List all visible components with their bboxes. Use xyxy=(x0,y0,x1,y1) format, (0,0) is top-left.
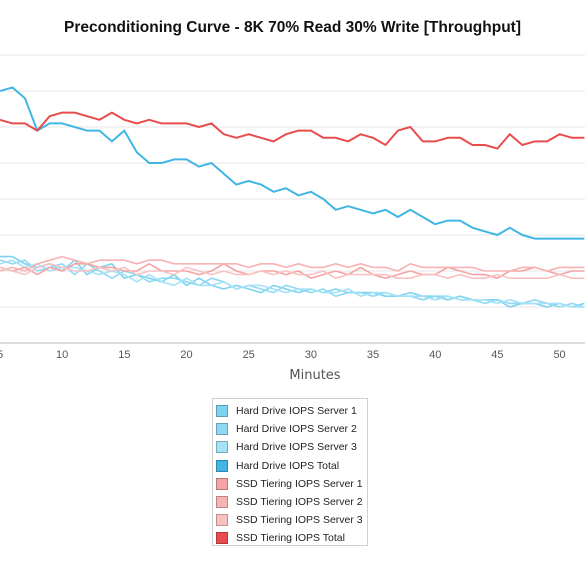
series-line-4 xyxy=(0,86,585,240)
legend-label: SSD Tiering IOPS Total xyxy=(236,532,345,545)
x-tick-label: 40 xyxy=(429,349,441,361)
series-line-8 xyxy=(0,111,585,150)
legend-item[interactable]: SSD Tiering IOPS Total xyxy=(216,529,367,547)
x-tick-label: 35 xyxy=(367,349,379,361)
legend-label: Hard Drive IOPS Server 3 xyxy=(236,441,357,454)
x-tick-label: 45 xyxy=(491,349,503,361)
series-line-3 xyxy=(0,259,585,308)
legend-swatch xyxy=(216,477,228,490)
x-tick-label: 5 xyxy=(0,349,3,361)
legend-label: Hard Drive IOPS Total xyxy=(236,459,340,472)
legend-item[interactable]: SSD Tiering IOPS Server 3 xyxy=(216,511,367,529)
series-lines xyxy=(0,86,585,308)
legend-item[interactable]: Hard Drive IOPS Server 1 xyxy=(216,402,367,420)
legend-swatch xyxy=(216,423,228,436)
series-line-7 xyxy=(0,262,585,280)
legend-label: Hard Drive IOPS Server 2 xyxy=(236,423,357,436)
x-tick-label: 30 xyxy=(305,349,317,361)
legend-label: SSD Tiering IOPS Server 3 xyxy=(236,514,363,527)
legend-item[interactable]: SSD Tiering IOPS Server 2 xyxy=(216,493,367,511)
plot-area: 5 10 15 20 25 30 35 40 45 50 xyxy=(0,54,585,361)
x-tick-label: 10 xyxy=(56,349,68,361)
x-axis-label: Minutes xyxy=(289,368,341,383)
series-line-6 xyxy=(0,255,585,272)
legend: Hard Drive IOPS Server 1 Hard Drive IOPS … xyxy=(212,398,368,546)
legend-swatch xyxy=(216,405,228,418)
series-line-2 xyxy=(0,259,585,308)
x-tick-label: 20 xyxy=(180,349,192,361)
legend-swatch xyxy=(216,514,228,527)
x-axis-ticks: 5 10 15 20 25 30 35 40 45 50 xyxy=(0,349,566,361)
chart-title: Preconditioning Curve - 8K 70% Read 30% … xyxy=(63,19,521,36)
legend-swatch xyxy=(216,441,228,454)
gridlines xyxy=(0,54,585,344)
legend-item[interactable]: Hard Drive IOPS Total xyxy=(216,457,367,475)
legend-item[interactable]: Hard Drive IOPS Server 2 xyxy=(216,420,367,438)
legend-label: SSD Tiering IOPS Server 1 xyxy=(236,477,363,490)
legend-swatch xyxy=(216,496,228,509)
legend-swatch xyxy=(216,459,228,472)
x-tick-label: 25 xyxy=(243,349,255,361)
legend-item[interactable]: SSD Tiering IOPS Server 1 xyxy=(216,475,367,493)
x-tick-label: 15 xyxy=(118,349,130,361)
legend-label: SSD Tiering IOPS Server 2 xyxy=(236,496,363,509)
x-tick-label: 50 xyxy=(553,349,565,361)
legend-label: Hard Drive IOPS Server 1 xyxy=(236,405,357,418)
legend-swatch xyxy=(216,532,228,545)
legend-item[interactable]: Hard Drive IOPS Server 3 xyxy=(216,438,367,456)
